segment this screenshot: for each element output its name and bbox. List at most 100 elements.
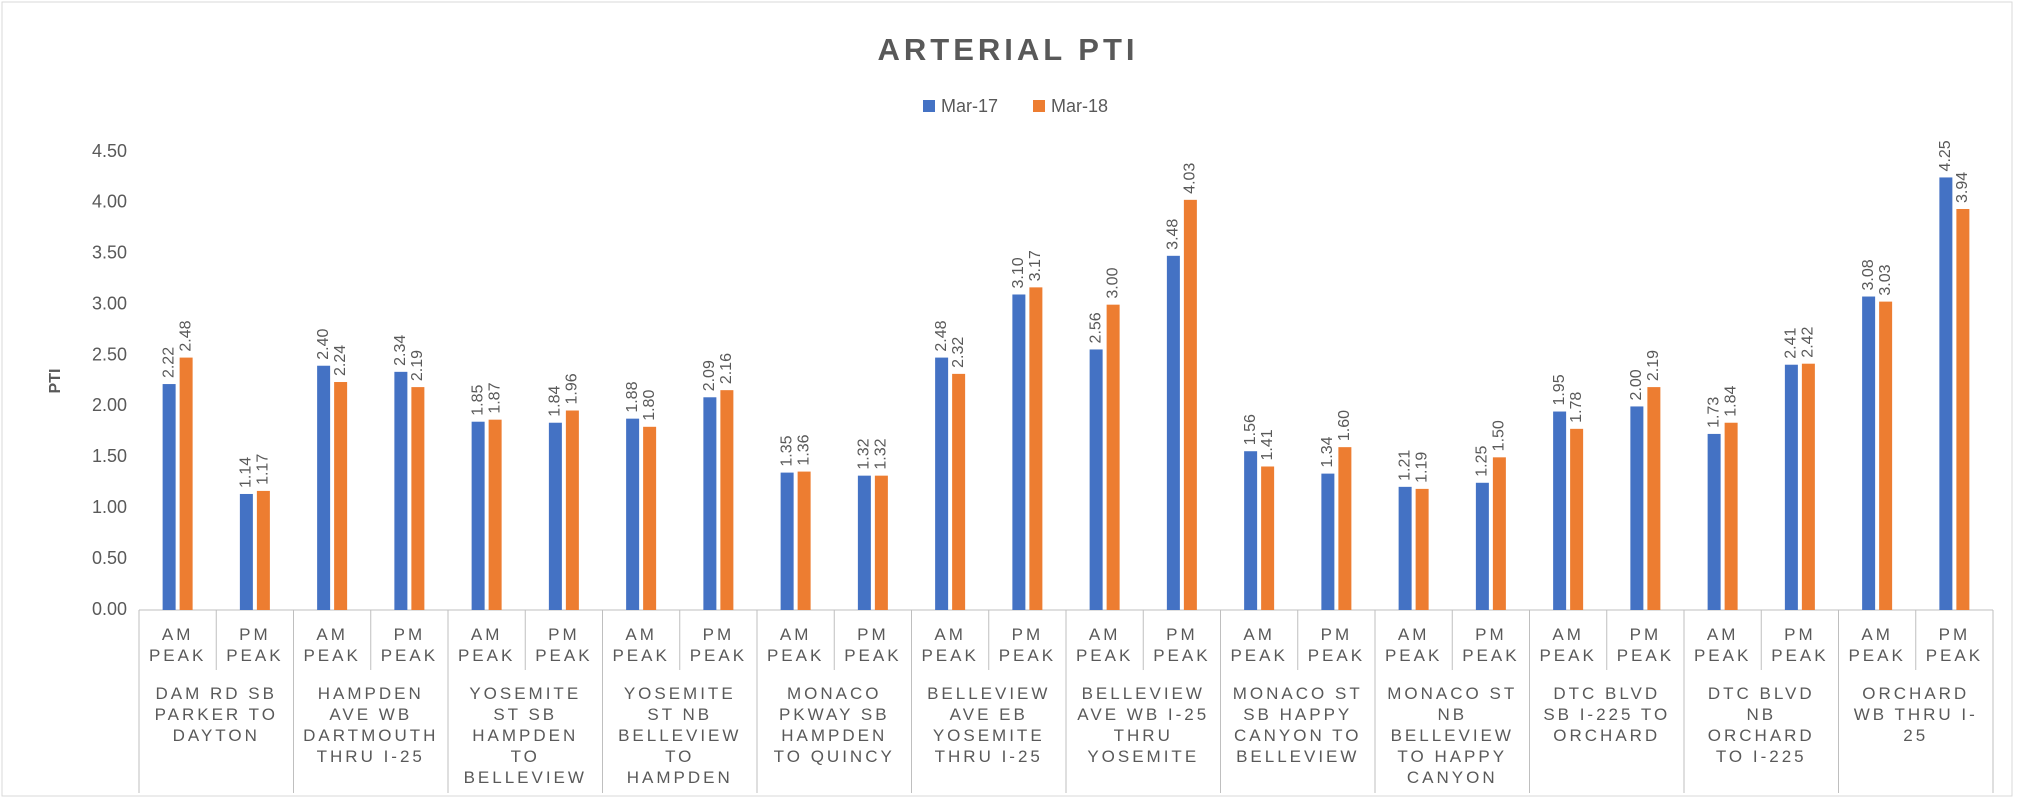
bar	[1956, 208, 1970, 611]
bar	[643, 426, 657, 610]
value-label: 2.40	[315, 328, 332, 359]
x-tick-label: AM PEAK	[1230, 625, 1288, 665]
value-label: 2.56	[1087, 312, 1104, 343]
bar	[411, 387, 425, 610]
bar	[565, 410, 579, 610]
x-tick-label: AM PEAK	[148, 625, 207, 665]
bar	[1570, 428, 1584, 610]
value-label: 1.88	[624, 381, 641, 412]
legend-swatch	[1033, 100, 1045, 112]
value-label: 1.56	[1242, 414, 1259, 445]
bar	[703, 397, 717, 610]
bar	[1553, 411, 1567, 610]
value-label: 2.19	[1645, 350, 1662, 381]
value-label: 3.10	[1010, 257, 1027, 288]
bar	[1939, 177, 1953, 610]
x-tick-label: AM PEAK	[612, 625, 670, 665]
bar	[548, 422, 562, 610]
value-label: 1.19	[1413, 452, 1430, 483]
bar	[334, 382, 348, 610]
bar	[1647, 387, 1661, 610]
bar	[1475, 482, 1489, 610]
legend-label: Mar-17	[941, 96, 998, 116]
bar	[1089, 349, 1103, 610]
value-label: 1.50	[1491, 420, 1508, 451]
bar	[239, 493, 253, 610]
group-label: MONACO ST NB BELLEVIEW TO HAPPY CANYON	[1387, 684, 1518, 787]
bar	[1166, 255, 1180, 610]
x-tick-label: PM PEAK	[1925, 625, 1984, 665]
bar	[1012, 294, 1026, 610]
value-label: 2.22	[160, 347, 177, 378]
value-label: 1.36	[795, 434, 812, 465]
x-tick-label: PM PEAK	[535, 625, 593, 665]
value-label: 1.21	[1396, 450, 1413, 481]
x-tick-label: AM PEAK	[1539, 625, 1597, 665]
value-label: 1.87	[486, 382, 503, 413]
bar	[1261, 466, 1275, 610]
bar	[179, 357, 193, 610]
x-tick-label: PM PEAK	[1462, 625, 1520, 665]
y-tick-label: 4.50	[92, 141, 127, 161]
bar	[935, 357, 949, 610]
bar	[1492, 457, 1506, 610]
value-label: 1.41	[1259, 429, 1276, 460]
bar	[1183, 199, 1197, 610]
bar	[1244, 451, 1258, 610]
value-label: 2.32	[950, 337, 967, 368]
bar	[952, 373, 966, 610]
y-tick-label: 2.50	[92, 344, 127, 364]
value-label: 2.34	[392, 335, 409, 366]
x-tick-label: AM PEAK	[457, 625, 516, 665]
bar	[1862, 296, 1876, 610]
x-tick-label: PM PEAK	[689, 625, 748, 665]
value-label: 2.42	[1800, 326, 1817, 357]
x-tick-label: AM PEAK	[1693, 625, 1752, 665]
value-label: 1.34	[1319, 436, 1336, 467]
group-label: BELLEVIEW AVE WB I-25 THRU YOSEMITE	[1077, 684, 1210, 766]
x-tick-label: AM PEAK	[303, 625, 361, 665]
y-tick-label: 1.00	[92, 497, 127, 517]
group-label: DAM RD SB PARKER TO DAYTON	[154, 684, 278, 745]
x-tick-label: AM PEAK	[1075, 625, 1134, 665]
bar	[1724, 422, 1738, 610]
value-label: 1.84	[1722, 385, 1739, 416]
x-tick-label: AM PEAK	[921, 625, 979, 665]
value-label: 3.00	[1104, 267, 1121, 298]
legend-label: Mar-18	[1051, 96, 1108, 116]
bar	[874, 475, 888, 610]
value-label: 1.73	[1705, 397, 1722, 428]
bar	[626, 418, 640, 610]
bar	[162, 384, 176, 610]
value-label: 2.00	[1628, 369, 1645, 400]
y-tick-label: 3.50	[92, 243, 127, 263]
value-label: 1.25	[1474, 446, 1491, 477]
y-tick-label: 1.50	[92, 446, 127, 466]
bar	[1106, 304, 1120, 610]
x-tick-label: PM PEAK	[1307, 625, 1366, 665]
value-label: 3.17	[1027, 250, 1044, 281]
value-label: 1.32	[856, 438, 873, 469]
group-label: BELLEVIEW AVE EB YOSEMITE THRU I-25	[927, 684, 1051, 766]
value-label: 2.48	[933, 320, 950, 351]
value-label: 2.16	[718, 353, 735, 384]
group-label: MONACO PKWAY SB HAMPDEN TO QUINCY	[773, 684, 895, 766]
bar	[1784, 364, 1798, 610]
value-label: 1.35	[778, 435, 795, 466]
x-tick-label: AM PEAK	[1848, 625, 1906, 665]
value-label: 3.48	[1165, 219, 1182, 250]
value-label: 1.60	[1336, 410, 1353, 441]
value-label: 1.96	[564, 373, 581, 404]
x-tick-label: PM PEAK	[998, 625, 1057, 665]
y-tick-label: 2.00	[92, 395, 127, 415]
x-tick-label: PM PEAK	[1153, 625, 1211, 665]
bar	[1398, 486, 1412, 610]
chart-title: ARTERIAL PTI	[878, 32, 1139, 67]
x-tick-label: AM PEAK	[766, 625, 825, 665]
group-label: DTC BLVD NB ORCHARD TO I-225	[1707, 684, 1815, 766]
bar	[780, 472, 794, 610]
value-label: 4.25	[1937, 140, 1954, 171]
